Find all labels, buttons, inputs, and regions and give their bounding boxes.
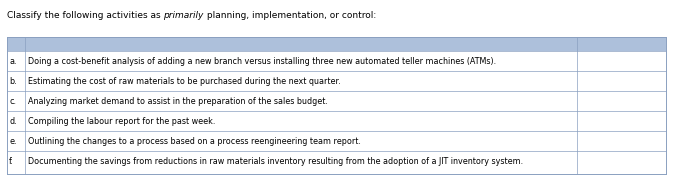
Bar [7,91,666,111]
Text: Compiling the labour report for the past week.: Compiling the labour report for the past… [28,116,216,125]
Text: c.: c. [9,96,16,105]
Text: Estimating the cost of raw materials to be purchased during the next quarter.: Estimating the cost of raw materials to … [28,76,341,85]
Bar [7,131,666,151]
Bar [7,71,666,91]
Text: Doing a cost-benefit analysis of adding a new branch versus installing three new: Doing a cost-benefit analysis of adding … [28,56,497,65]
Text: f.: f. [9,156,13,165]
Text: Classify the following activities as: Classify the following activities as [7,11,164,20]
Bar [7,151,666,171]
Bar [7,37,666,51]
Text: planning, implementation, or control:: planning, implementation, or control: [204,11,376,20]
Bar [7,51,666,71]
Text: d.: d. [9,116,17,125]
Text: Analyzing market demand to assist in the preparation of the sales budget.: Analyzing market demand to assist in the… [28,96,328,105]
Text: primarily: primarily [164,11,204,20]
Text: Documenting the savings from reductions in raw materials inventory resulting fro: Documenting the savings from reductions … [28,156,524,165]
Text: e.: e. [9,136,17,145]
Text: Outlining the changes to a process based on a process reengineering team report.: Outlining the changes to a process based… [28,136,361,145]
Text: b.: b. [9,76,17,85]
Bar [7,111,666,131]
Text: a.: a. [9,56,17,65]
